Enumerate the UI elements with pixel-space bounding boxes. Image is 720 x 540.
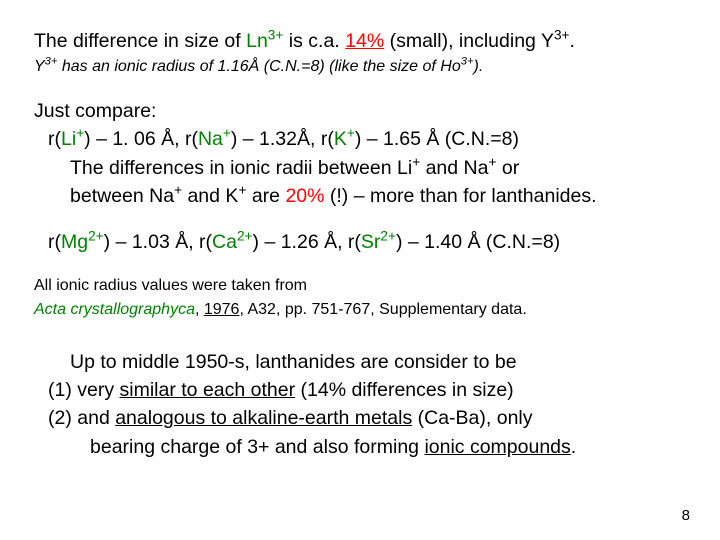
- t: 14%: [345, 30, 384, 52]
- t: ) – 1.03 Å, r(: [104, 231, 212, 253]
- t: Acta crystallographyca: [34, 301, 195, 318]
- t: K+: [334, 128, 355, 150]
- t: 1976: [204, 301, 240, 318]
- t: and Na: [420, 157, 488, 179]
- t: ) – 1. 06 Å, r(: [84, 128, 198, 150]
- t: between Na: [70, 185, 174, 207]
- t: (Ca-Ba), only: [412, 407, 532, 429]
- t: r(: [48, 231, 61, 253]
- t: and K: [182, 185, 238, 207]
- t: (small), including Y: [384, 30, 554, 52]
- line-12: (2) and analogous to alkaline-earth meta…: [34, 405, 686, 431]
- t: ) – 1.32Å, r(: [231, 128, 334, 150]
- t: ) – 1.26 Å, r(: [253, 231, 361, 253]
- t: The difference in size of: [34, 30, 246, 52]
- t: ) – 1.65 Å (C.N.=8): [355, 128, 519, 150]
- line-13: bearing charge of 3+ and also forming io…: [34, 434, 686, 460]
- t: ,: [195, 301, 204, 318]
- t: ).: [474, 58, 484, 75]
- t: , A32, pp. 751-767, Supplementary data.: [239, 301, 526, 318]
- t: Ca2+: [212, 231, 253, 253]
- t: .: [570, 30, 575, 52]
- line-10: Up to middle 1950-s, lanthanides are con…: [34, 349, 686, 375]
- t: (!) – more than for lanthanides.: [324, 185, 596, 207]
- t: (1) very: [48, 379, 120, 401]
- t: +: [174, 182, 182, 197]
- line-5: The differences in ionic radii between L…: [34, 155, 686, 181]
- t: The differences in ionic radii between L…: [70, 157, 412, 179]
- line-1: The difference in size of Ln3+ is c.a. 1…: [34, 28, 686, 54]
- t: analogous to alkaline-earth metals: [115, 407, 412, 429]
- line-6: between Na+ and K+ are 20% (!) – more th…: [34, 183, 686, 209]
- page-number: 8: [682, 507, 690, 524]
- t: has an ionic radius of 1.16Å (C.N.=8) (l…: [57, 58, 460, 75]
- t: .: [571, 436, 576, 458]
- t: Li+: [61, 128, 84, 150]
- line-4: r(Li+) – 1. 06 Å, r(Na+) – 1.32Å, r(K+) …: [34, 126, 686, 152]
- t: 3+: [554, 28, 570, 43]
- line-9: Acta crystallographyca, 1976, A32, pp. 7…: [34, 299, 686, 321]
- line-8: All ionic radius values were taken from: [34, 275, 686, 297]
- t: 3+: [45, 56, 58, 68]
- t: are: [246, 185, 285, 207]
- t: Ln3+: [246, 30, 283, 52]
- t: Sr2+: [361, 231, 396, 253]
- t: 3+: [461, 56, 474, 68]
- line-2: Y3+ has an ionic radius of 1.16Å (C.N.=8…: [34, 56, 686, 78]
- t: is c.a.: [283, 30, 345, 52]
- t: +: [412, 154, 420, 169]
- t: ) – 1.40 Å (C.N.=8): [396, 231, 560, 253]
- t: (2) and: [48, 407, 115, 429]
- t: (14% differences in size): [295, 379, 514, 401]
- t: Mg2+: [61, 231, 104, 253]
- t: similar to each other: [120, 379, 296, 401]
- line-11: (1) very similar to each other (14% diff…: [34, 377, 686, 403]
- t: ionic compounds: [424, 436, 570, 458]
- t: 20%: [285, 185, 324, 207]
- t: Y: [34, 58, 45, 75]
- t: bearing charge of 3+ and also forming: [90, 436, 424, 458]
- t: Na+: [198, 128, 231, 150]
- line-3: Just compare:: [34, 98, 686, 124]
- line-7: r(Mg2+) – 1.03 Å, r(Ca2+) – 1.26 Å, r(Sr…: [34, 229, 686, 255]
- t: r(: [48, 128, 61, 150]
- t: or: [496, 157, 519, 179]
